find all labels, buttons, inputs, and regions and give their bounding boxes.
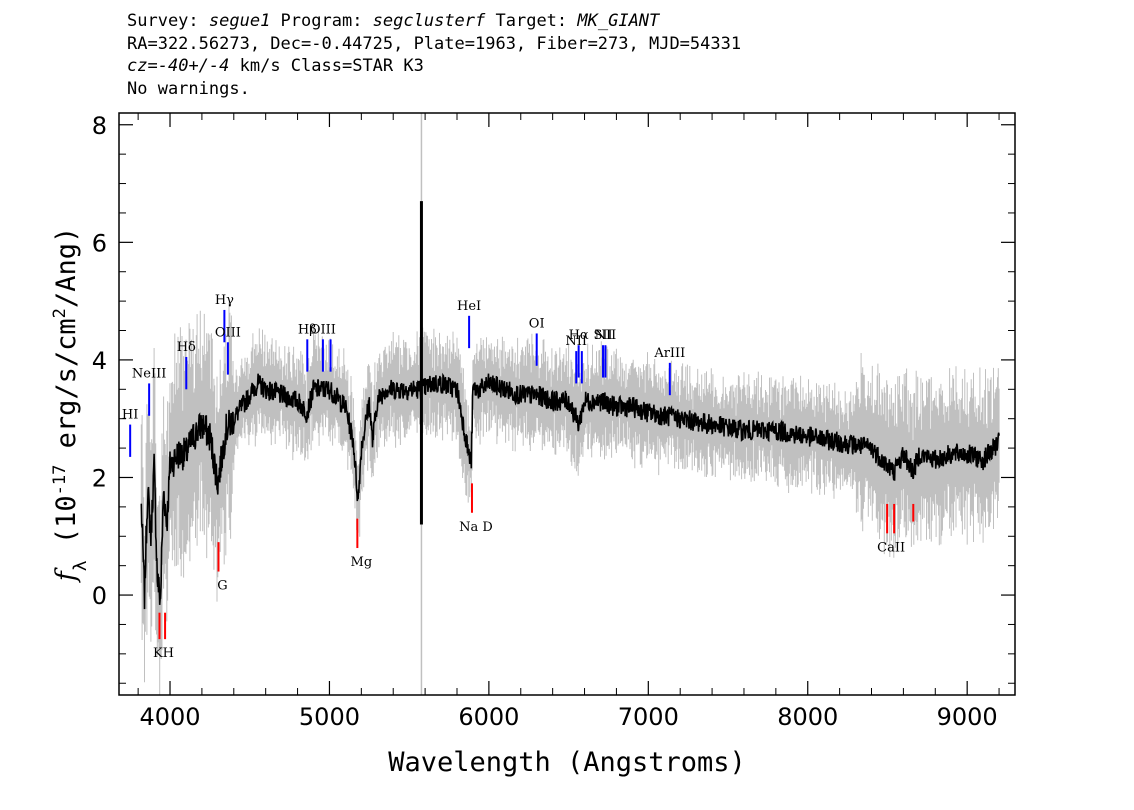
emission-line-label: OI: [529, 316, 545, 331]
flux-line: [140, 372, 1000, 610]
absorption-line-label: KH: [153, 646, 174, 661]
emission-line-label: Hα: [569, 328, 589, 343]
spectrum-header: Survey: segue1 Program: segclusterf Targ…: [127, 10, 741, 100]
cz-label: cz: [127, 56, 148, 76]
emission-line-label: OIII: [215, 325, 241, 340]
emission-line-label: Hδ: [177, 340, 196, 355]
emission-line-label: HI: [122, 408, 138, 423]
emission-line-label: Hγ: [215, 293, 234, 308]
emission-line-label: HeI: [457, 299, 481, 314]
x-tick-label: 4000: [139, 703, 200, 731]
header-line-2: RA=322.56273, Dec=-0.44725, Plate=1963, …: [127, 33, 742, 54]
y-tick-label: 8: [92, 112, 107, 140]
x-tick-label: 6000: [458, 703, 519, 731]
header-line-3: cz=-40+/-4 km/s Class=STAR K3: [127, 55, 741, 78]
absorption-line-label: Na D: [459, 520, 493, 535]
x-axis-title: Wavelength (Angstroms): [388, 747, 746, 778]
plot-frame: [118, 112, 1016, 696]
warnings-line: No warnings.: [127, 78, 250, 99]
axis-ticks: 4000 5000 6000 7000 8000 9000 0 2 4 6 8: [92, 112, 1015, 731]
cz-value: -40+/-4: [157, 56, 230, 76]
program-label: Program:: [270, 11, 373, 31]
emission-line-label: OIII: [310, 322, 336, 337]
survey-label: Survey:: [127, 11, 209, 31]
header-line-1: Survey: segue1 Program: segclusterf Targ…: [127, 10, 741, 33]
y-tick-label: 2: [92, 464, 107, 492]
survey-value: segue1: [208, 11, 271, 31]
cz-rest: km/s Class=STAR K3: [229, 56, 424, 76]
emission-line-label: NII: [595, 328, 617, 343]
absorption-line-label: G: [217, 579, 227, 594]
x-tick-label: 5000: [299, 703, 360, 731]
program-value: segclusterf: [372, 11, 486, 31]
y-tick-label: 4: [92, 347, 107, 375]
y-tick-label: 6: [92, 229, 107, 257]
absorption-line-label: Mg: [351, 555, 373, 570]
error-envelope: [140, 302, 1000, 695]
emission-line-label: SII: [593, 328, 612, 343]
target-label: Target:: [485, 11, 578, 31]
emission-line-label: NeIII: [132, 366, 166, 381]
y-tick-label: 0: [92, 582, 107, 610]
emission-line-label: ArIII: [653, 346, 685, 361]
cz-eq: =: [147, 56, 158, 76]
emission-line-label: NII: [565, 334, 587, 349]
y-axis-title: fλ (10-17 erg/s/cm2/Ang): [50, 227, 91, 583]
x-tick-label: 8000: [777, 703, 838, 731]
target-value: MK_GIANT: [577, 11, 660, 31]
x-tick-label: 7000: [618, 703, 679, 731]
plot-series: [140, 113, 1000, 695]
emission-line-label: Hβ: [298, 322, 317, 337]
x-tick-label: 9000: [937, 703, 998, 731]
absorption-line-label: CaII: [877, 540, 905, 555]
